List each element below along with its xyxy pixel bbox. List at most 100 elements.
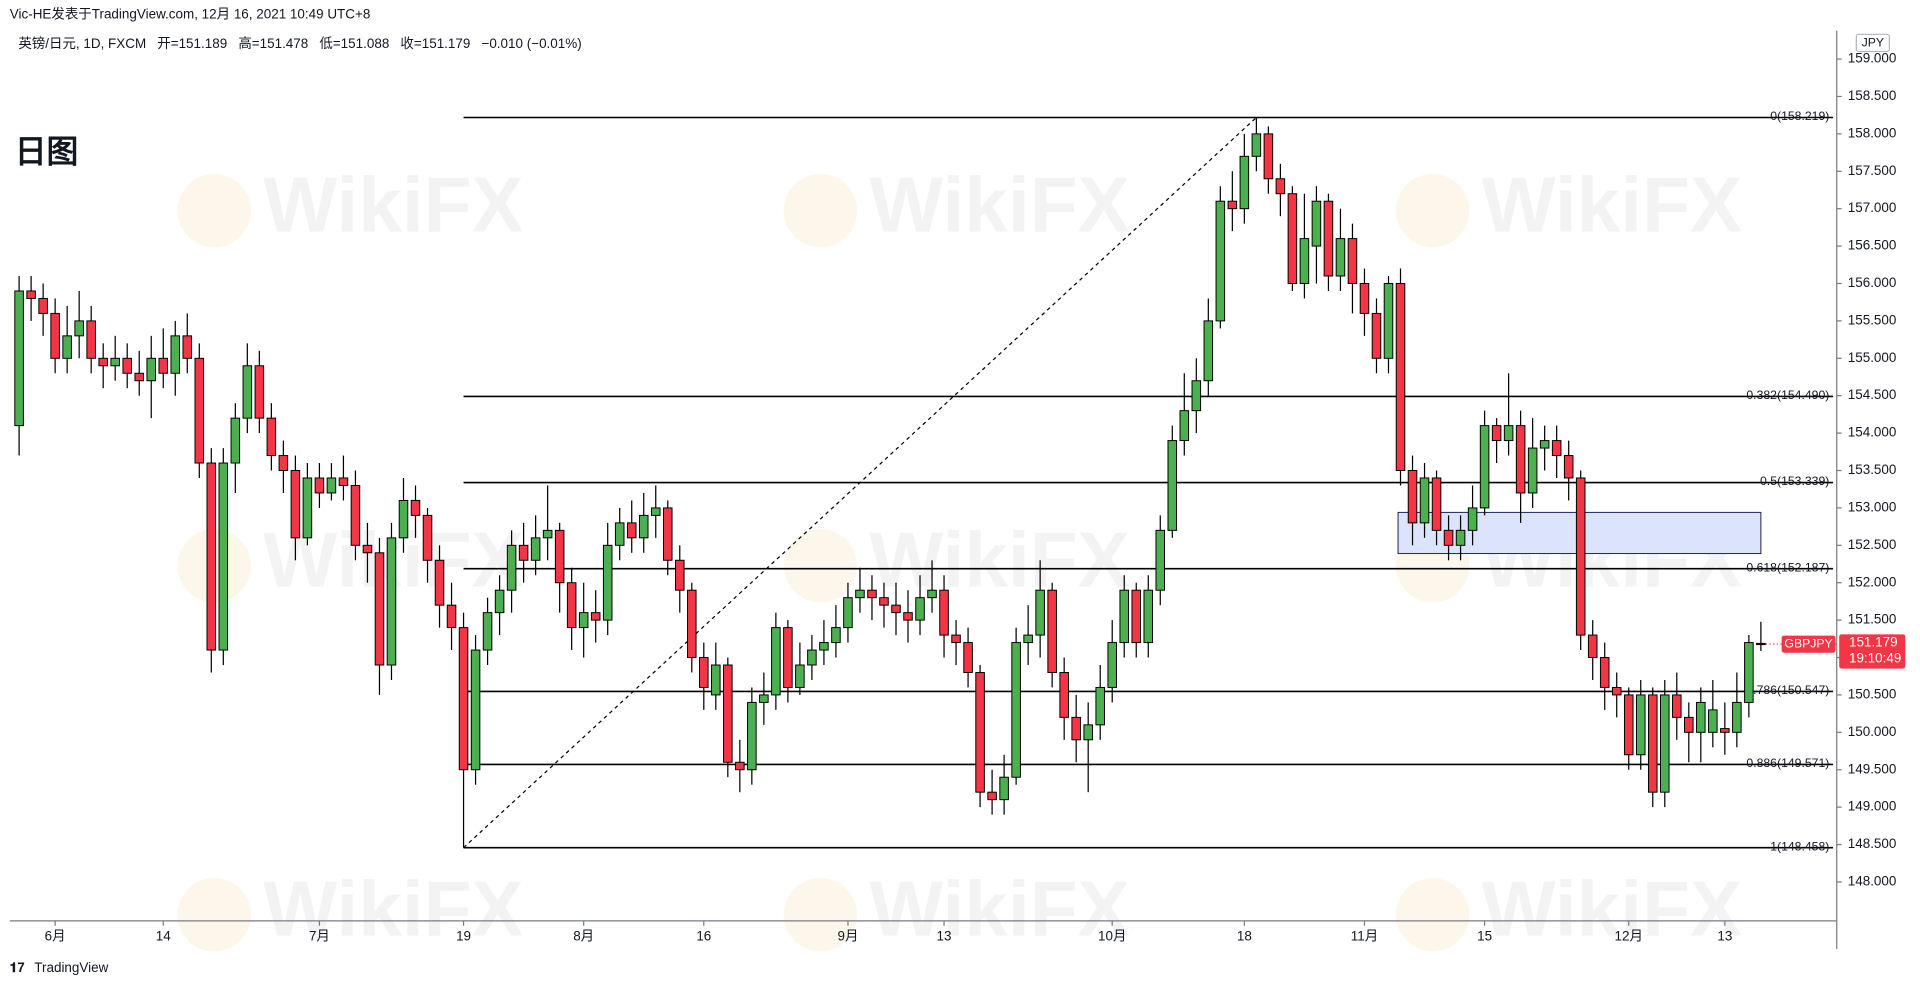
candle-body: [614, 522, 625, 546]
candle-body: [1407, 470, 1418, 524]
candle-body: [158, 357, 169, 374]
high-value: 高=151.478: [238, 35, 308, 51]
candle-body: [290, 470, 301, 539]
y-tick-label: 149.500: [1848, 761, 1897, 776]
footer-brand[interactable]: TradingView: [34, 960, 108, 975]
candle-body: [626, 522, 637, 539]
candle-body: [230, 417, 241, 464]
candle-body: [122, 357, 132, 374]
candle-body: [1131, 589, 1142, 644]
candle-body: [578, 612, 589, 629]
candle-body: [182, 335, 193, 359]
candle-body: [735, 761, 745, 771]
open-value: 开=151.189: [157, 36, 227, 51]
candle-body: [446, 604, 457, 629]
candle-body: [1708, 709, 1718, 733]
candle-body: [1071, 716, 1081, 741]
low-value: 低=151.088: [319, 36, 389, 51]
candle-body: [1419, 477, 1430, 524]
candle-body: [98, 357, 108, 367]
candle-body: [903, 612, 913, 621]
candle-body: [1575, 477, 1586, 636]
watermark-logo: [783, 877, 858, 952]
candle-body: [915, 597, 925, 621]
candle-body: [1395, 283, 1406, 471]
watermark: WikiFX: [1482, 864, 1743, 952]
candle-body: [386, 537, 397, 666]
candle-body: [1563, 455, 1574, 479]
candle-body: [771, 627, 781, 696]
candle-body: [638, 514, 649, 539]
y-tick-label: 155.000: [1848, 350, 1897, 365]
candle-body: [146, 357, 157, 382]
candle-body: [867, 589, 877, 599]
candle-body: [711, 664, 721, 696]
watermark: WikiFX: [869, 515, 1130, 603]
candle-body: [302, 477, 313, 539]
candle-body: [1623, 694, 1634, 756]
candle-body: [783, 627, 793, 688]
candle-body: [170, 335, 181, 374]
candle-body: [1155, 529, 1166, 591]
candle-body: [518, 544, 529, 561]
candle-body: [410, 499, 421, 516]
y-tick-label: 152.500: [1848, 537, 1897, 552]
candle-body: [831, 627, 841, 644]
candle-body: [1515, 425, 1526, 494]
candle-body: [422, 514, 433, 561]
fib-label: 0.886(149.571): [1746, 756, 1829, 770]
candle-body: [759, 694, 769, 703]
candle-body: [999, 776, 1009, 801]
attribution: Vic-HE发表于TradingView.com, 12月 16, 2021 1…: [10, 6, 371, 21]
x-tick-label: 7月: [309, 928, 330, 943]
y-tick-label: 148.500: [1848, 836, 1897, 851]
candle-body: [1083, 724, 1093, 741]
candle-body: [1443, 529, 1454, 546]
candle-body: [1095, 686, 1105, 726]
price-badge: [1839, 634, 1906, 669]
candle-body: [1335, 238, 1346, 277]
y-tick-label: 148.000: [1848, 874, 1897, 889]
x-tick-label: 14: [156, 928, 171, 943]
candle-body: [963, 642, 973, 673]
candle-body: [242, 365, 253, 419]
candle-body: [1647, 694, 1658, 793]
candle-body: [1323, 200, 1334, 277]
candle-body: [927, 589, 937, 599]
candle-body: [278, 455, 289, 471]
candle-body: [1119, 589, 1130, 644]
currency: JPY: [1862, 36, 1884, 50]
watermark-logo: [1395, 173, 1470, 248]
candle-body: [855, 589, 865, 599]
candle-body: [1696, 701, 1706, 733]
countdown-label: 19:10:49: [1849, 650, 1901, 665]
change-value: −0.010 (−0.01%): [481, 36, 581, 51]
x-tick-label: 13: [1717, 928, 1732, 943]
candle-body: [939, 589, 949, 636]
candle-body: [218, 462, 229, 651]
candle-body: [542, 529, 553, 539]
price-label: 151.179: [1849, 634, 1898, 649]
candle-body: [1383, 283, 1394, 359]
x-tick-label: 8月: [573, 928, 594, 943]
x-tick-label: 12月: [1615, 928, 1643, 943]
candle-body: [1227, 200, 1238, 210]
y-tick-label: 155.500: [1848, 312, 1897, 327]
candle-body: [338, 477, 349, 486]
candle-body: [110, 357, 120, 367]
y-tick-label: 158.000: [1848, 125, 1897, 140]
candle-body: [1011, 642, 1021, 778]
candle-body: [50, 312, 60, 359]
candle-body: [1275, 178, 1286, 195]
candle-body: [1611, 686, 1622, 696]
y-tick-label: 152.000: [1848, 574, 1897, 589]
candle-body: [747, 701, 757, 771]
candle-body: [1263, 133, 1274, 180]
candle-body: [662, 507, 673, 561]
candle-body: [891, 604, 901, 614]
symbol-info: 英镑/日元, 1D, FXCM: [18, 35, 146, 51]
candle-body: [506, 544, 517, 591]
candle-body: [1587, 634, 1598, 659]
candle-body: [494, 589, 505, 614]
